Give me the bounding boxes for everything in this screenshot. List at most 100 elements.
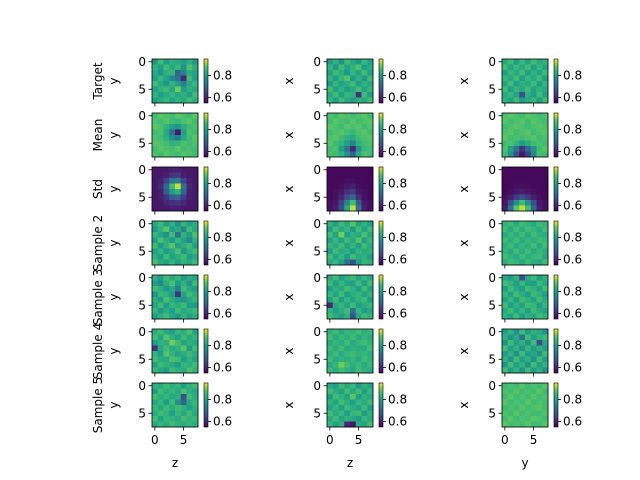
heatmap-cell — [163, 75, 170, 82]
heatmap-cell — [542, 280, 549, 287]
heatmap-cell — [355, 70, 362, 76]
heatmap-cell — [332, 280, 339, 287]
heatmap-cell — [332, 421, 339, 428]
heatmap-cell — [157, 383, 164, 389]
heatmap-cell — [327, 275, 334, 281]
panel-frame — [501, 220, 549, 266]
heatmap-cell — [186, 70, 193, 76]
heatmap-cell — [525, 97, 532, 104]
heatmap-cell — [338, 329, 345, 335]
heatmap-cell — [163, 205, 170, 212]
heatmap-cell — [180, 329, 187, 335]
heatmap-cell — [367, 151, 374, 158]
heatmap-cell — [186, 167, 193, 173]
heatmap-cell — [350, 286, 357, 292]
heatmap-cell — [525, 351, 532, 357]
heatmap-cell — [530, 388, 537, 395]
heatmap-cell — [502, 351, 509, 357]
heatmap-cell — [536, 313, 543, 320]
heatmap-cell — [169, 351, 176, 357]
heatmap-cell — [355, 81, 362, 87]
y-axis-label: y — [107, 347, 121, 354]
heatmap-cell — [542, 194, 549, 201]
heatmap-cell — [519, 308, 526, 314]
heatmap-cell — [355, 280, 362, 287]
heatmap-cell — [525, 388, 532, 395]
heatmap-cell — [157, 345, 164, 352]
x-tick-label: 5 — [355, 433, 363, 447]
heatmap-cell — [519, 70, 526, 76]
heatmap-cell — [186, 340, 193, 346]
heatmap-cell — [175, 286, 182, 292]
y-tick-label: 5 — [488, 406, 496, 420]
heatmap-cell — [530, 183, 537, 190]
heatmap-cell — [542, 248, 549, 255]
heatmap-cell — [175, 302, 182, 309]
heatmap-cell — [525, 334, 532, 341]
heatmap-cell — [513, 189, 520, 195]
heatmap-cell — [157, 200, 164, 206]
y-tick-label: 5 — [138, 352, 146, 366]
heatmap-cell — [180, 308, 187, 314]
y-tick-label: 5 — [138, 298, 146, 312]
heatmap-cell — [186, 399, 193, 406]
heatmap-cell — [519, 345, 526, 352]
heatmap-cell — [175, 189, 182, 195]
heatmap-cell — [332, 59, 339, 65]
heatmap-cell — [163, 167, 170, 173]
heatmap-cell — [192, 297, 199, 303]
heatmap-cell — [525, 118, 532, 125]
heatmap-cell — [367, 254, 374, 260]
colorbar-tick-label: 0.6 — [388, 361, 407, 375]
heatmap-cell — [327, 237, 334, 244]
heatmap-cell — [507, 308, 514, 314]
y-tick-label: 0 — [313, 379, 321, 393]
heatmap-cell — [361, 275, 368, 281]
heatmap-cell — [192, 205, 199, 212]
heatmap-cell — [157, 399, 164, 406]
heatmap-cell — [169, 129, 176, 136]
heatmap-cell — [355, 221, 362, 227]
heatmap-cell — [163, 237, 170, 244]
heatmap-cell — [542, 70, 549, 76]
heatmap-cell — [507, 243, 514, 249]
heatmap-cell — [192, 291, 199, 298]
heatmap-cell — [169, 334, 176, 341]
panel-frame — [501, 166, 549, 212]
heatmap-cell — [332, 356, 339, 363]
heatmap-cell — [507, 118, 514, 125]
y-axis-label: x — [282, 293, 296, 300]
heatmap-cell — [175, 345, 182, 352]
heatmap-cell — [367, 140, 374, 147]
heatmap-cell — [530, 178, 537, 184]
heatmap-cell — [327, 334, 334, 341]
y-axis-label: x — [457, 77, 471, 84]
heatmap-cell — [327, 356, 334, 363]
heatmap-cell — [507, 416, 514, 422]
heatmap-cell — [344, 286, 351, 292]
heatmap-cell — [327, 97, 334, 104]
heatmap-cell — [338, 81, 345, 87]
heatmap-cell — [332, 232, 339, 238]
heatmap-cell — [169, 232, 176, 238]
heatmap-cell — [186, 329, 193, 335]
heatmap-cell — [186, 308, 193, 314]
heatmap-cell — [192, 92, 199, 98]
heatmap-cell — [169, 140, 176, 147]
heatmap-cell — [152, 259, 159, 266]
heatmap-cell — [367, 394, 374, 400]
heatmap-cell — [152, 340, 159, 346]
heatmap-cell — [163, 118, 170, 125]
heatmap-cell — [338, 367, 345, 374]
heatmap-cell — [327, 92, 334, 98]
heatmap-cell — [180, 167, 187, 173]
heatmap-cell — [350, 232, 357, 238]
heatmap-cell — [186, 232, 193, 238]
heatmap-cell — [513, 388, 520, 395]
heatmap-cell — [169, 146, 176, 152]
heatmap-cell — [507, 86, 514, 93]
heatmap-cell — [180, 388, 187, 395]
heatmap-cell — [327, 399, 334, 406]
y-tick-label: 0 — [313, 325, 321, 339]
